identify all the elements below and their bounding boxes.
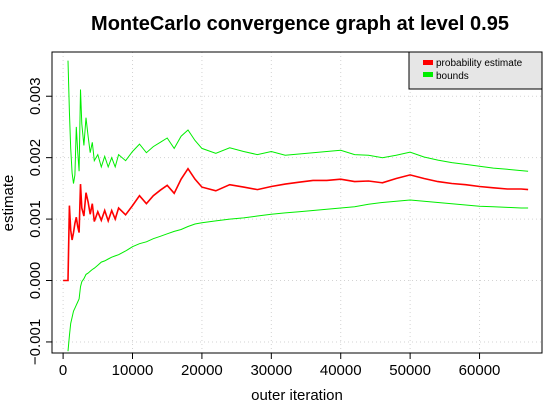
legend-label-bounds: bounds [436, 71, 469, 82]
legend: probability estimate bounds [408, 51, 543, 90]
axes: 0 10000 20000 30000 40000 50000 60000 −0.001 0.0… [27, 77, 500, 379]
grid [52, 52, 542, 353]
series-line-probability-estimate [63, 167, 529, 282]
x-tick-label: 50000 [389, 362, 431, 379]
x-tick-label: 30000 [250, 362, 292, 379]
x-tick-label: 0 [59, 362, 67, 379]
series-line-upper-bound [67, 60, 529, 184]
chart-title: MonteCarlo convergence graph at level 0.… [91, 13, 509, 35]
x-tick-label: 40000 [320, 362, 362, 379]
y-tick-label: 0.001 [27, 200, 44, 238]
x-axis-label: outer iteration [251, 387, 343, 404]
y-tick-label: 0.003 [27, 77, 44, 115]
legend-swatch-probability-estimate [423, 60, 433, 65]
series-layer [63, 60, 529, 352]
legend-swatch-bounds [423, 72, 433, 77]
y-tick-label: 0.000 [27, 262, 44, 300]
plot-frame [51, 51, 543, 354]
y-tick-label: 0.002 [27, 139, 44, 177]
y-tick-label: −0.001 [27, 319, 44, 365]
x-tick-label: 10000 [112, 362, 154, 379]
x-tick-label: 60000 [459, 362, 501, 379]
legend-label-probability-estimate: probability estimate [436, 58, 523, 69]
legend-box [408, 51, 543, 90]
series-line-lower-bound [67, 199, 529, 352]
x-tick-label: 20000 [181, 362, 223, 379]
y-axis-label: estimate [0, 175, 17, 232]
